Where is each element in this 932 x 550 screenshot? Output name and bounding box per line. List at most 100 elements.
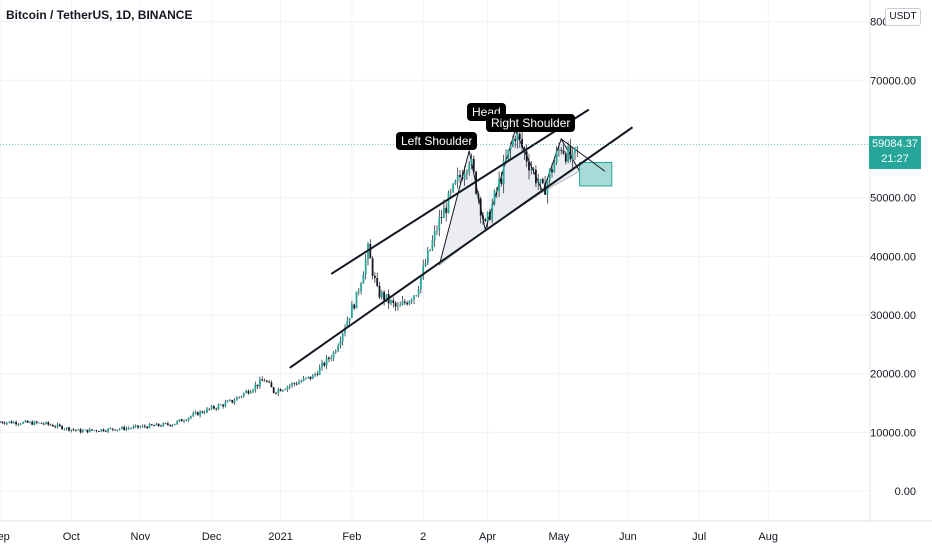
candle-body — [180, 419, 183, 422]
candle-body — [256, 384, 259, 387]
candle-body — [325, 357, 328, 366]
candle-body — [316, 374, 319, 375]
candle-body — [42, 423, 45, 425]
candle-body — [351, 304, 353, 318]
candle-body — [288, 385, 291, 387]
bar-countdown: 21:27 — [881, 153, 909, 165]
candle-body — [443, 207, 445, 218]
candle-body — [295, 383, 298, 385]
candle-body — [10, 421, 13, 424]
candle-body — [134, 425, 137, 427]
candle-body — [40, 422, 43, 424]
candle-body — [217, 404, 220, 409]
candle-body — [558, 149, 560, 152]
candle-body — [452, 183, 454, 192]
candle-body — [104, 431, 107, 432]
candle-body — [525, 151, 528, 162]
candle-body — [24, 420, 27, 422]
candle-body — [229, 399, 231, 401]
time-tick-label: May — [549, 531, 570, 543]
candle-body — [114, 429, 116, 431]
candle-body — [199, 411, 201, 416]
candle-body — [380, 291, 383, 298]
candle-body — [45, 422, 47, 424]
candle-body — [493, 190, 496, 204]
candle-body — [123, 426, 126, 430]
candle-body — [242, 393, 245, 397]
candle-body — [479, 198, 482, 216]
candle-body — [512, 138, 514, 146]
projected-move — [560, 138, 606, 172]
candle-body — [268, 381, 270, 383]
candle-body — [192, 413, 195, 417]
candle-body — [472, 158, 475, 172]
candle-body — [468, 164, 471, 172]
candle-body — [298, 382, 300, 385]
candle-body — [141, 425, 144, 427]
candle-body — [341, 333, 344, 342]
candle-body — [162, 423, 165, 427]
candle-body — [564, 153, 567, 162]
candle-body — [383, 291, 385, 301]
last-price: 59084.37 — [872, 138, 918, 150]
right-shoulder-label[interactable]: Right Shoulder — [486, 114, 576, 132]
candle-body — [489, 212, 491, 220]
candle-body — [22, 421, 24, 424]
candle-body — [482, 215, 484, 220]
time-tick-label: 2 — [420, 531, 426, 543]
candle-body — [173, 423, 176, 426]
price-axis[interactable]: 0.00 10000.00 20000.00 30000.00 40000.00 5000… — [870, 17, 916, 498]
candle-body — [121, 426, 123, 429]
candle-body — [535, 169, 537, 184]
candle-body — [238, 396, 241, 398]
candle-body — [403, 301, 406, 303]
price-tick-label: 20000.00 — [870, 369, 916, 381]
candle-body — [178, 419, 181, 422]
candle-body — [70, 429, 73, 431]
candle-body — [576, 146, 579, 149]
candle-body — [436, 230, 438, 232]
candle-body — [523, 147, 526, 152]
candle-body — [555, 151, 558, 163]
candle-body — [537, 182, 540, 184]
candle-body — [300, 380, 303, 383]
candle-body — [509, 145, 512, 150]
candle-body — [58, 424, 61, 426]
candle-body — [305, 377, 307, 379]
time-axis[interactable]: Sep Oct Nov Dec 2021 Feb 2 Apr May Jun Jul Aug — [0, 531, 778, 543]
candle-body — [249, 391, 252, 394]
candle-body — [348, 317, 351, 321]
candle-body — [171, 425, 174, 426]
candle-body — [447, 192, 450, 214]
time-tick-label: Oct — [63, 531, 80, 543]
candle-body — [132, 426, 135, 429]
time-tick-label: Jul — [692, 531, 706, 543]
currency-badge[interactable]: USDT — [885, 8, 921, 26]
candle-body — [15, 422, 17, 425]
candle-body — [3, 422, 6, 424]
candle-body — [374, 275, 376, 279]
candle-body — [100, 429, 103, 432]
candle-body — [208, 408, 211, 410]
candle-body — [495, 190, 498, 192]
candle-body — [72, 429, 75, 431]
candle-body — [390, 300, 392, 304]
left-shoulder-label[interactable]: Left Shoulder — [396, 132, 478, 150]
candle-body — [272, 387, 275, 393]
time-tick-label: Feb — [342, 531, 361, 543]
time-tick-label: Dec — [202, 531, 222, 543]
candle-body — [116, 429, 119, 431]
candle-body — [360, 283, 362, 292]
candle-body — [157, 423, 160, 426]
candle-body — [111, 428, 114, 430]
candle-body — [477, 193, 480, 199]
candle-body — [553, 162, 556, 173]
candle-body — [440, 217, 443, 218]
candle-body — [433, 230, 436, 241]
candle-body — [81, 430, 84, 433]
candle-body — [206, 408, 208, 413]
candle-body — [574, 148, 576, 153]
time-tick-label: Apr — [479, 531, 496, 543]
candle-body — [376, 278, 379, 286]
